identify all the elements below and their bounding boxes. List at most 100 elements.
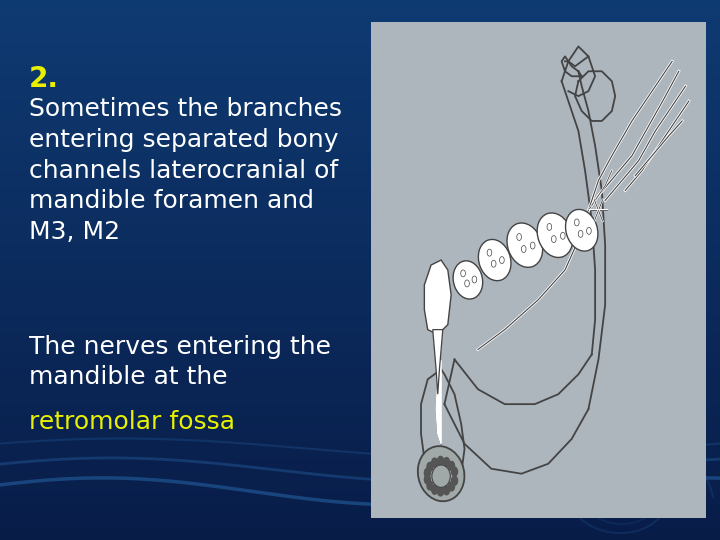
Bar — [0, 288, 720, 293]
Bar — [0, 14, 720, 18]
Bar — [0, 315, 720, 320]
Bar — [0, 401, 720, 405]
Bar — [0, 482, 720, 486]
Bar — [0, 36, 720, 40]
Bar — [0, 117, 720, 122]
Circle shape — [438, 456, 444, 465]
Bar — [0, 90, 720, 94]
Bar — [0, 207, 720, 212]
Bar — [0, 216, 720, 220]
Bar — [0, 58, 720, 63]
Bar — [0, 490, 720, 495]
Bar — [0, 230, 720, 234]
Circle shape — [427, 462, 433, 471]
Circle shape — [444, 486, 449, 495]
Bar — [0, 360, 720, 364]
Circle shape — [424, 468, 431, 477]
Circle shape — [451, 467, 457, 476]
Bar — [0, 108, 720, 112]
Bar — [0, 441, 720, 445]
Text: retromolar fossa: retromolar fossa — [29, 410, 235, 434]
Bar — [0, 148, 720, 153]
Bar — [0, 536, 720, 540]
Bar — [0, 63, 720, 68]
Bar — [0, 104, 720, 108]
Bar — [0, 486, 720, 490]
Bar — [0, 320, 720, 324]
Bar — [0, 247, 720, 252]
Bar — [0, 378, 720, 382]
Bar — [0, 139, 720, 144]
Circle shape — [424, 475, 431, 484]
Bar — [0, 531, 720, 536]
Bar — [0, 239, 720, 243]
Bar — [0, 9, 720, 14]
Bar — [0, 158, 720, 162]
Bar — [0, 392, 720, 396]
Bar — [0, 180, 720, 185]
Bar — [0, 4, 720, 9]
Bar — [0, 72, 720, 77]
Bar — [0, 243, 720, 247]
Bar — [0, 306, 720, 310]
Bar — [0, 252, 720, 256]
Bar — [0, 274, 720, 279]
Bar — [0, 112, 720, 117]
Polygon shape — [436, 360, 441, 444]
Bar — [0, 364, 720, 369]
Bar — [0, 153, 720, 158]
Ellipse shape — [537, 213, 572, 258]
Bar — [0, 189, 720, 193]
Bar — [0, 428, 720, 432]
Bar — [0, 27, 720, 31]
Bar — [0, 459, 720, 463]
Circle shape — [427, 481, 433, 490]
Bar — [0, 387, 720, 392]
Bar — [0, 131, 720, 135]
Bar — [0, 333, 720, 338]
Circle shape — [431, 458, 438, 467]
Bar — [0, 50, 720, 54]
Bar — [0, 405, 720, 409]
Bar — [0, 0, 720, 4]
Bar — [0, 504, 720, 509]
Bar — [0, 31, 720, 36]
Bar — [0, 328, 720, 333]
Bar — [0, 446, 720, 450]
Bar — [0, 270, 720, 274]
Bar — [0, 310, 720, 315]
Bar — [0, 54, 720, 58]
Bar — [0, 324, 720, 328]
Bar — [0, 284, 720, 288]
Circle shape — [438, 487, 444, 496]
Ellipse shape — [478, 239, 511, 281]
Bar — [0, 509, 720, 513]
Circle shape — [449, 461, 454, 470]
Circle shape — [444, 457, 449, 467]
Ellipse shape — [507, 223, 543, 267]
Bar — [0, 261, 720, 266]
Bar — [0, 369, 720, 374]
Bar — [0, 418, 720, 423]
Bar — [0, 450, 720, 455]
Bar — [0, 202, 720, 207]
Bar — [0, 166, 720, 171]
Polygon shape — [424, 260, 451, 335]
Bar — [0, 342, 720, 347]
Bar — [0, 495, 720, 500]
Bar — [0, 338, 720, 342]
Bar — [0, 18, 720, 23]
Bar — [0, 517, 720, 522]
Circle shape — [431, 485, 438, 494]
Bar — [0, 351, 720, 355]
Ellipse shape — [418, 446, 464, 501]
Bar — [0, 432, 720, 436]
Bar — [0, 126, 720, 131]
Bar — [0, 463, 720, 468]
Bar — [0, 472, 720, 477]
Ellipse shape — [432, 465, 450, 487]
Bar — [0, 500, 720, 504]
Bar — [0, 468, 720, 472]
Bar — [0, 144, 720, 148]
Bar — [0, 198, 720, 202]
